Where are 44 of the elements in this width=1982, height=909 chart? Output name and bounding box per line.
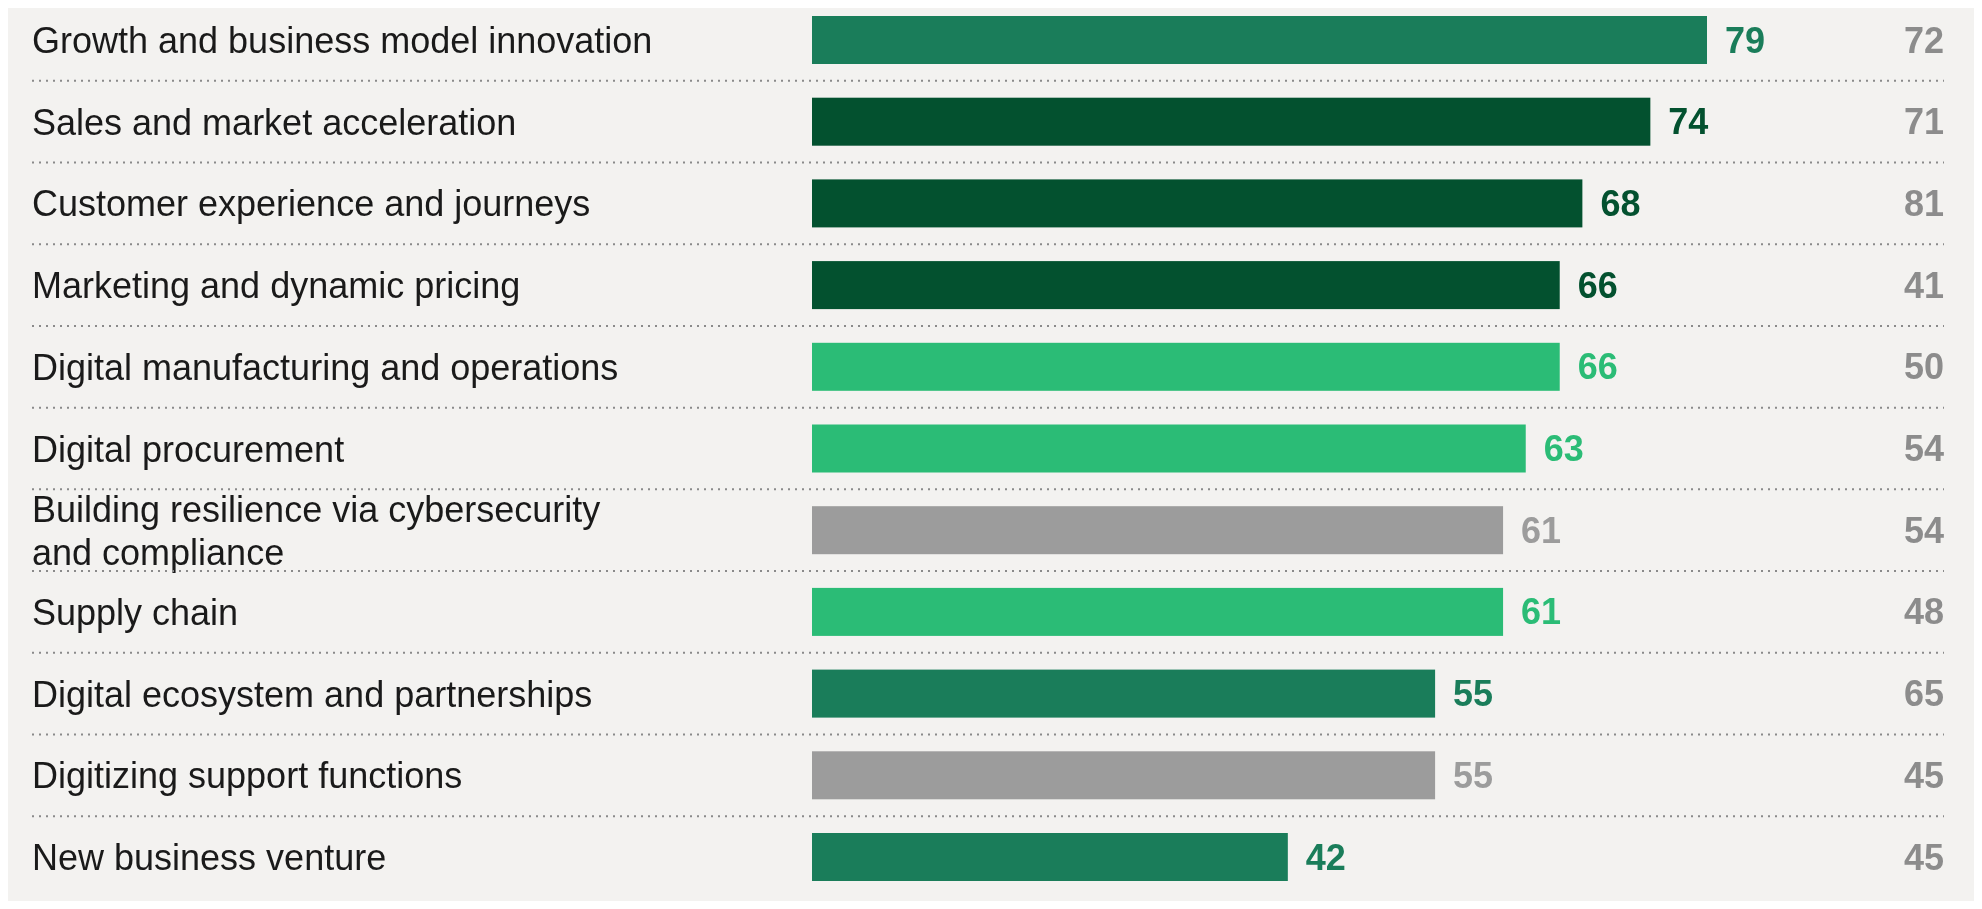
data-label: 55 [1453, 673, 1494, 715]
y-tick-label: Digital procurement [32, 428, 345, 469]
bar [812, 424, 1526, 473]
bar [812, 179, 1583, 228]
data-label: 74 [1668, 101, 1709, 143]
bar [812, 833, 1288, 881]
y-tick-label: Marketing and dynamic pricing [32, 264, 521, 306]
text: 54 [1903, 509, 1944, 551]
y-tick-label: Digital manufacturing and operations [32, 346, 619, 388]
data-label: 66 [1577, 346, 1618, 388]
y-tick-label: Digital ecosystem and partnerships [32, 673, 593, 715]
y-tick-label: Digitizing support functions [32, 754, 463, 796]
text: 54 [1903, 428, 1944, 469]
data-label: 61 [1521, 509, 1562, 551]
data-label: 79 [1725, 19, 1766, 61]
text: 72 [1903, 19, 1944, 61]
data-label: 68 [1600, 182, 1641, 224]
text: 45 [1903, 836, 1944, 878]
data-label: 42 [1305, 836, 1346, 878]
bar [812, 587, 1504, 636]
text: 41 [1903, 264, 1944, 306]
bar [812, 342, 1560, 391]
y-tick-label: Building resilience via cybersecurity and compliance [32, 488, 601, 573]
y-tick-label: Customer experience and journeys [32, 182, 591, 224]
bar [812, 16, 1707, 64]
data-label: 61 [1521, 591, 1562, 633]
bar [812, 97, 1651, 146]
bar [812, 506, 1504, 555]
text: 81 [1903, 182, 1944, 224]
data-label: 55 [1453, 754, 1494, 796]
bar [812, 751, 1436, 800]
bar [812, 261, 1560, 310]
y-tick-label: New business venture [32, 836, 387, 878]
text: 65 [1903, 673, 1944, 715]
data-label: 63 [1543, 428, 1584, 469]
data-label: 66 [1577, 264, 1618, 306]
y-tick-label: Growth and business model innovation [32, 19, 653, 61]
y-tick-label: Supply chain [32, 591, 239, 633]
text: 50 [1903, 346, 1944, 388]
text: 45 [1903, 754, 1944, 796]
bar [812, 669, 1436, 718]
text: 71 [1903, 101, 1944, 143]
text: 48 [1903, 591, 1944, 633]
y-tick-label: Sales and market acceleration [32, 101, 517, 143]
